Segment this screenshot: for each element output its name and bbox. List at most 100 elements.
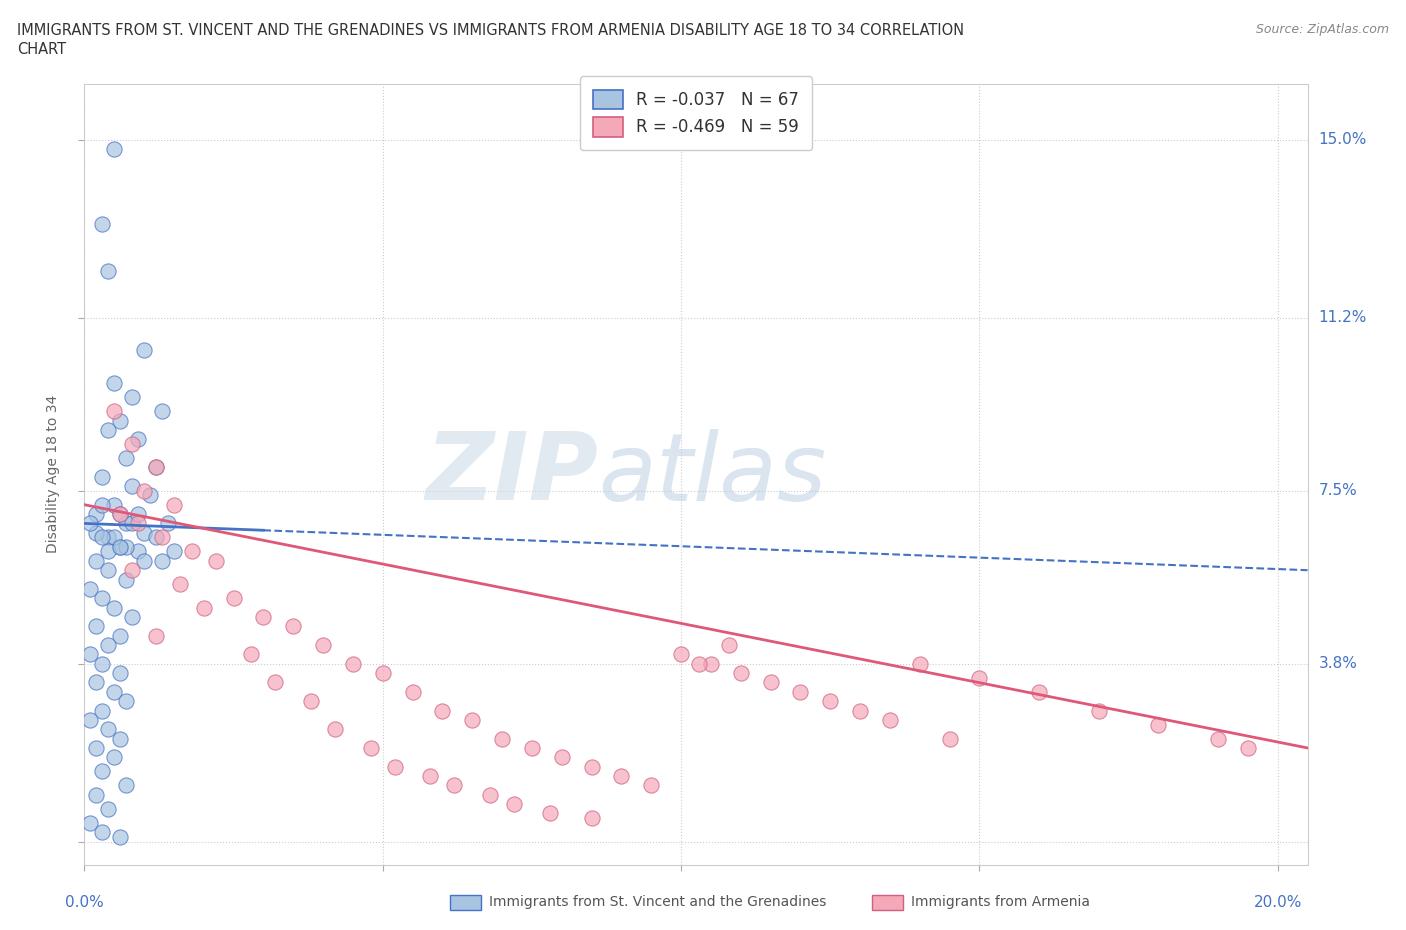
- Point: [91, 530, 114, 545]
- Point: [97, 263, 120, 278]
- Point: [103, 600, 125, 615]
- Point: [97, 802, 120, 817]
- Point: [91, 591, 114, 605]
- Text: Immigrants from St. Vincent and the Grenadines: Immigrants from St. Vincent and the Gren…: [489, 895, 827, 910]
- Text: ZIP: ZIP: [425, 429, 598, 520]
- Point: [97, 422, 120, 437]
- Point: [84, 507, 107, 522]
- Point: [849, 703, 872, 718]
- Point: [163, 498, 186, 512]
- Point: [640, 777, 662, 792]
- Point: [717, 638, 740, 653]
- Point: [312, 638, 335, 653]
- Point: [908, 657, 931, 671]
- Point: [163, 544, 186, 559]
- Point: [103, 376, 125, 391]
- Point: [108, 507, 131, 522]
- Point: [240, 647, 263, 662]
- Text: 0.0%: 0.0%: [65, 896, 104, 910]
- Point: [156, 516, 179, 531]
- Point: [79, 516, 101, 531]
- Text: 15.0%: 15.0%: [1319, 132, 1367, 147]
- Point: [108, 830, 131, 844]
- Text: atlas: atlas: [598, 429, 827, 520]
- Point: [108, 666, 131, 681]
- Text: Source: ZipAtlas.com: Source: ZipAtlas.com: [1256, 23, 1389, 36]
- Point: [401, 684, 423, 699]
- Text: CHART: CHART: [17, 42, 66, 57]
- Text: 3.8%: 3.8%: [1319, 657, 1358, 671]
- Point: [84, 740, 107, 755]
- Point: [1206, 731, 1229, 746]
- Point: [538, 806, 561, 821]
- Point: [97, 638, 120, 653]
- Point: [150, 530, 173, 545]
- Point: [323, 722, 346, 737]
- Point: [180, 544, 202, 559]
- Point: [103, 750, 125, 764]
- Point: [132, 525, 155, 540]
- Point: [97, 722, 120, 737]
- Point: [97, 563, 120, 578]
- Legend: R = -0.037   N = 67, R = -0.469   N = 59: R = -0.037 N = 67, R = -0.469 N = 59: [579, 76, 813, 150]
- Point: [121, 436, 143, 451]
- Point: [299, 694, 322, 709]
- Point: [264, 675, 287, 690]
- Point: [108, 413, 131, 428]
- Point: [115, 694, 138, 709]
- Point: [121, 609, 143, 624]
- Point: [91, 217, 114, 232]
- Point: [520, 740, 543, 755]
- Point: [132, 343, 155, 358]
- Point: [108, 539, 131, 554]
- Point: [1237, 740, 1260, 755]
- Point: [818, 694, 841, 709]
- Point: [91, 703, 114, 718]
- Point: [145, 459, 167, 474]
- Point: [115, 516, 138, 531]
- Point: [879, 712, 901, 727]
- Point: [108, 731, 131, 746]
- Point: [121, 479, 143, 494]
- Point: [84, 675, 107, 690]
- Point: [700, 657, 723, 671]
- Point: [360, 740, 382, 755]
- Point: [581, 811, 603, 826]
- Point: [759, 675, 782, 690]
- Point: [103, 498, 125, 512]
- Point: [283, 618, 305, 633]
- Point: [503, 797, 526, 812]
- Point: [204, 553, 226, 568]
- Point: [443, 777, 465, 792]
- Text: Immigrants from Armenia: Immigrants from Armenia: [911, 895, 1090, 910]
- Point: [669, 647, 692, 662]
- Point: [371, 666, 394, 681]
- Text: IMMIGRANTS FROM ST. VINCENT AND THE GRENADINES VS IMMIGRANTS FROM ARMENIA DISABI: IMMIGRANTS FROM ST. VINCENT AND THE GREN…: [17, 23, 965, 38]
- Point: [121, 516, 143, 531]
- Point: [103, 404, 125, 418]
- Point: [108, 507, 131, 522]
- Point: [1028, 684, 1050, 699]
- Point: [121, 390, 143, 405]
- Point: [169, 577, 191, 591]
- Point: [150, 553, 173, 568]
- Point: [84, 618, 107, 633]
- Point: [969, 671, 991, 685]
- Point: [730, 666, 752, 681]
- Point: [1087, 703, 1109, 718]
- Point: [97, 544, 120, 559]
- Y-axis label: Disability Age 18 to 34: Disability Age 18 to 34: [46, 395, 60, 553]
- Point: [121, 563, 143, 578]
- Point: [384, 759, 406, 774]
- Point: [193, 600, 215, 615]
- Point: [1147, 717, 1170, 732]
- Point: [103, 530, 125, 545]
- Point: [139, 488, 162, 503]
- Point: [79, 816, 101, 830]
- Text: 11.2%: 11.2%: [1319, 310, 1367, 325]
- Point: [91, 498, 114, 512]
- Point: [115, 539, 138, 554]
- Point: [84, 525, 107, 540]
- Point: [461, 712, 484, 727]
- Point: [252, 609, 274, 624]
